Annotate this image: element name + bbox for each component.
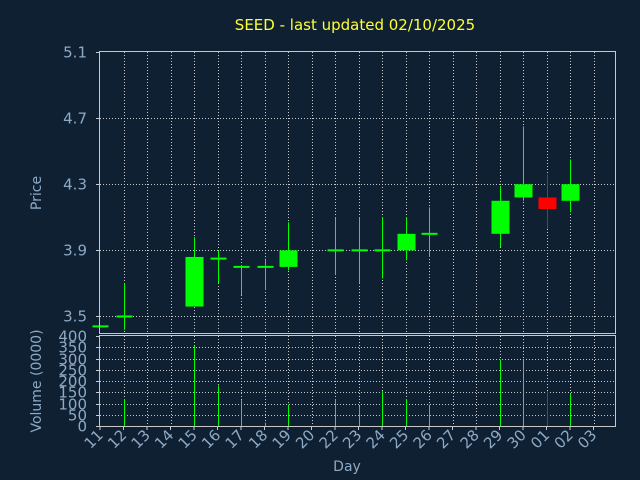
candle-body — [538, 197, 557, 210]
x-tick-label: 27 — [433, 426, 459, 452]
candle — [561, 159, 580, 213]
x-tick-labels: 1112131415161718192022232425262728293001… — [81, 426, 600, 452]
volume-grid — [96, 336, 615, 427]
x-tick-label: 15 — [175, 426, 201, 452]
volume-tick-label: 300 — [58, 351, 87, 369]
x-tick-label: 17 — [222, 426, 248, 452]
volume-tick-label: 0 — [77, 418, 87, 436]
price-tick-label: 3.9 — [63, 242, 87, 260]
x-tick-label: 01 — [527, 426, 553, 452]
x-tick-label: 23 — [339, 426, 365, 452]
volume-tick-label: 150 — [58, 384, 87, 402]
price-panel-frame — [99, 51, 616, 334]
volume-tick-label: 250 — [58, 362, 87, 380]
candle-body — [397, 233, 416, 251]
volume-axis-label: Volume (0000) — [29, 329, 45, 432]
x-tick-label: 14 — [151, 426, 177, 452]
x-tick-label: 03 — [574, 426, 600, 452]
x-tick-label: 29 — [480, 426, 506, 452]
price-tick-label: 5.1 — [63, 44, 87, 62]
volume-tick-label: 200 — [58, 373, 87, 391]
candle — [538, 174, 557, 229]
price-tick-label: 4.7 — [63, 110, 87, 128]
x-tick-label: 30 — [504, 426, 530, 452]
x-tick-label: 25 — [386, 426, 412, 452]
x-tick-label: 13 — [128, 426, 154, 452]
candle — [514, 126, 533, 201]
price-grid — [96, 52, 615, 333]
candle — [327, 217, 344, 276]
candle — [116, 283, 133, 330]
x-tick-label: 24 — [363, 426, 389, 452]
candle — [279, 222, 298, 271]
x-tick-label: 28 — [457, 426, 483, 452]
x-tick-label: 26 — [410, 426, 436, 452]
x-tick-label: 20 — [292, 426, 318, 452]
volume-tick-label: 50 — [68, 407, 87, 425]
price-tick-label: 3.5 — [63, 308, 87, 326]
candle — [374, 217, 391, 279]
candle-body — [185, 256, 204, 307]
x-axis-label: Day — [333, 459, 361, 475]
candle — [421, 207, 438, 257]
candle-body — [561, 184, 580, 201]
candle — [397, 217, 416, 261]
candle — [491, 185, 510, 248]
candle-body — [514, 184, 533, 198]
candle-body — [279, 250, 298, 267]
volume-tick-label: 400 — [58, 328, 87, 346]
volume-bars-layer — [124, 346, 571, 426]
candle-body — [491, 200, 510, 234]
price-axis-label: Price — [29, 176, 45, 210]
x-tick-label: 22 — [316, 426, 342, 452]
candle — [210, 250, 227, 284]
volume-tick-label: 350 — [58, 339, 87, 357]
x-tick-label: 18 — [245, 426, 271, 452]
candle — [233, 265, 250, 295]
candle — [257, 258, 274, 291]
candles-layer — [92, 126, 580, 330]
x-tick-label: 19 — [269, 426, 295, 452]
x-tick-label: 12 — [104, 426, 130, 452]
candle — [185, 237, 204, 307]
candle — [351, 217, 368, 284]
x-tick-label: 02 — [551, 426, 577, 452]
volume-panel-frame — [99, 335, 616, 427]
chart-title: SEED - last updated 02/10/2025 — [235, 16, 475, 34]
volume-tick-label: 100 — [58, 396, 87, 414]
x-tick-label: 16 — [198, 426, 224, 452]
price-tick-label: 4.3 — [63, 176, 87, 194]
